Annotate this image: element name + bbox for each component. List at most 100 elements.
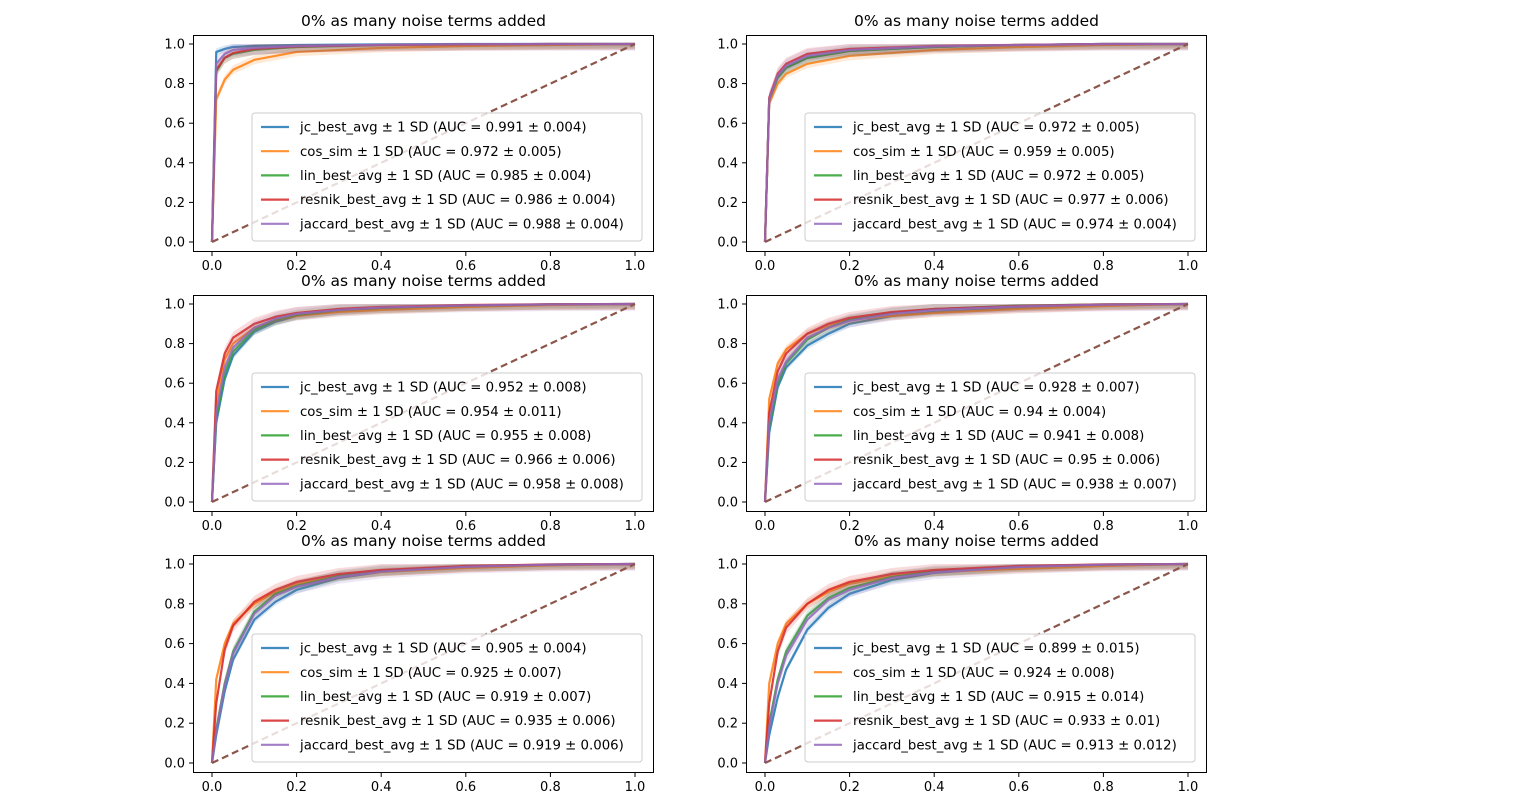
legend-label-jc_best_avg: jc_best_avg ± 1 SD (AUC = 0.899 ± 0.015) (852, 642, 1140, 657)
x-tick-label: 0.6 (455, 259, 476, 274)
y-tick-label: 0.4 (164, 156, 185, 171)
legend-box (804, 112, 1196, 242)
roc-line-cos_sim (763, 562, 1189, 764)
legend-label-jaccard_best_avg: jaccard_best_avg ± 1 SD (AUC = 0.974 ± 0… (852, 217, 1177, 232)
x-tick-label: 1.0 (625, 519, 646, 534)
legend-label-jaccard_best_avg: jaccard_best_avg ± 1 SD (AUC = 0.938 ± 0… (852, 477, 1177, 492)
legend: jc_best_avg ± 1 SD (AUC = 0.972 ± 0.005)… (804, 112, 1196, 242)
legend-label-lin_best_avg: lin_best_avg ± 1 SD (AUC = 0.955 ± 0.008… (300, 429, 591, 444)
legend: jc_best_avg ± 1 SD (AUC = 0.928 ± 0.007)… (804, 372, 1196, 502)
x-tick-label: 0.4 (371, 519, 392, 534)
y-tick-label: 0.0 (717, 496, 738, 511)
y-tick-label: 1.0 (164, 558, 185, 573)
legend-label-resnik_best_avg: resnik_best_avg ± 1 SD (AUC = 0.95 ± 0.0… (853, 453, 1160, 468)
legend: jc_best_avg ± 1 SD (AUC = 0.952 ± 0.008)… (251, 372, 643, 502)
x-tick-label: 0.2 (839, 519, 860, 534)
y-tick-label: 1.0 (164, 298, 185, 313)
legend-label-lin_best_avg: lin_best_avg ± 1 SD (AUC = 0.972 ± 0.005… (853, 169, 1144, 184)
legend-label-lin_best_avg: lin_best_avg ± 1 SD (AUC = 0.985 ± 0.004… (300, 169, 591, 184)
y-tick-label: 1.0 (717, 298, 738, 313)
roc-subplot-2: 0% as many noise terms added 0.0 0.2 0.4 0.6… (717, 12, 1207, 274)
x-tick-label: 0.8 (540, 259, 561, 274)
y-tick-label: 0.4 (717, 416, 738, 431)
y-tick-label: 0.6 (717, 377, 738, 392)
legend-label-cos_sim: cos_sim ± 1 SD (AUC = 0.924 ± 0.008) (853, 666, 1115, 681)
roc-subplot-4: 0% as many noise terms added 0.0 0.2 0.4 0.6… (717, 272, 1207, 534)
legend-label-lin_best_avg: lin_best_avg ± 1 SD (AUC = 0.915 ± 0.014… (853, 690, 1144, 705)
x-tick-label: 0.2 (286, 259, 307, 274)
legend-box (251, 372, 643, 502)
x-tick-label: 0.0 (755, 519, 776, 534)
y-tick-label: 0.8 (717, 597, 738, 612)
x-tick-label: 1.0 (1178, 519, 1199, 534)
subplot-title: 0% as many noise terms added (301, 12, 546, 30)
x-tick-label: 1.0 (1178, 780, 1199, 795)
legend-label-cos_sim: cos_sim ± 1 SD (AUC = 0.959 ± 0.005) (853, 145, 1115, 160)
legend-box (251, 633, 643, 763)
x-tick-label: 1.0 (625, 780, 646, 795)
y-tick-label: 0.0 (717, 236, 738, 251)
axes-frame (746, 555, 1207, 773)
y-tick-label: 0.0 (164, 236, 185, 251)
y-tick-label: 0.0 (164, 496, 185, 511)
legend-label-jc_best_avg: jc_best_avg ± 1 SD (AUC = 0.928 ± 0.007) (852, 381, 1140, 396)
x-tick-label: 0.8 (1093, 780, 1114, 795)
y-tick-label: 0.2 (164, 196, 185, 211)
legend-label-jc_best_avg: jc_best_avg ± 1 SD (AUC = 0.991 ± 0.004) (299, 121, 587, 136)
x-tick-label: 0.4 (924, 780, 945, 795)
legend-label-cos_sim: cos_sim ± 1 SD (AUC = 0.954 ± 0.011) (300, 405, 562, 420)
legend-label-resnik_best_avg: resnik_best_avg ± 1 SD (AUC = 0.933 ± 0.… (853, 714, 1160, 729)
y-tick-label: 0.8 (717, 77, 738, 92)
subplot-title: 0% as many noise terms added (854, 532, 1099, 550)
y-tick-label: 1.0 (717, 558, 738, 573)
axes-frame (193, 295, 654, 512)
axes-frame (746, 35, 1207, 252)
subplot-title: 0% as many noise terms added (301, 272, 546, 290)
legend-label-resnik_best_avg: resnik_best_avg ± 1 SD (AUC = 0.977 ± 0.… (853, 193, 1169, 208)
subplot-title: 0% as many noise terms added (301, 532, 546, 550)
y-tick-label: 0.4 (717, 156, 738, 171)
y-tick-label: 0.2 (164, 456, 185, 471)
legend-label-resnik_best_avg: resnik_best_avg ± 1 SD (AUC = 0.986 ± 0.… (300, 193, 616, 208)
x-tick-label: 0.0 (755, 259, 776, 274)
legend-label-jaccard_best_avg: jaccard_best_avg ± 1 SD (AUC = 0.958 ± 0… (299, 477, 624, 492)
x-tick-label: 0.4 (924, 519, 945, 534)
y-tick-label: 0.2 (164, 717, 185, 732)
legend-label-jc_best_avg: jc_best_avg ± 1 SD (AUC = 0.905 ± 0.004) (299, 642, 587, 657)
roc-line-jaccard_best_avg (763, 42, 1188, 243)
roc-line-jaccard_best_avg (763, 302, 1189, 503)
y-tick-label: 0.8 (717, 337, 738, 352)
y-tick-label: 0.6 (717, 637, 738, 652)
roc-line-cos_sim (210, 42, 636, 243)
roc-subplot-3: 0% as many noise terms added 0.0 0.2 0.4 0.6… (164, 272, 654, 534)
axes-frame (746, 295, 1207, 512)
y-tick-label: 0.2 (717, 456, 738, 471)
y-tick-label: 0.6 (164, 117, 185, 132)
axes-frame (193, 35, 654, 252)
x-tick-label: 0.0 (202, 259, 223, 274)
legend-box (804, 372, 1196, 502)
x-tick-label: 0.0 (202, 780, 223, 795)
y-tick-label: 0.8 (164, 597, 185, 612)
x-tick-label: 0.6 (1008, 519, 1029, 534)
x-tick-label: 0.8 (1093, 259, 1114, 274)
roc-line-jaccard_best_avg (210, 302, 636, 503)
roc-line-jaccard_best_avg (763, 562, 1189, 764)
legend: jc_best_avg ± 1 SD (AUC = 0.899 ± 0.015)… (804, 633, 1196, 763)
roc-line-jaccard_best_avg (210, 42, 635, 243)
roc-line-cos_sim (763, 42, 1189, 243)
y-tick-label: 0.8 (164, 337, 185, 352)
x-tick-label: 0.6 (1008, 259, 1029, 274)
legend-label-lin_best_avg: lin_best_avg ± 1 SD (AUC = 0.941 ± 0.008… (853, 429, 1144, 444)
roc-subplot-5: 0% as many noise terms added 0.0 0.2 0.4 0.6… (164, 532, 654, 795)
x-tick-label: 0.6 (455, 780, 476, 795)
legend-label-jc_best_avg: jc_best_avg ± 1 SD (AUC = 0.952 ± 0.008) (299, 381, 587, 396)
x-tick-label: 0.6 (1008, 780, 1029, 795)
x-tick-label: 0.6 (455, 519, 476, 534)
y-tick-label: 0.6 (164, 637, 185, 652)
x-tick-label: 0.4 (371, 259, 392, 274)
legend-label-cos_sim: cos_sim ± 1 SD (AUC = 0.972 ± 0.005) (300, 145, 562, 160)
roc-subplot-1: 0% as many noise terms added 0.0 0.2 0.4 0.6… (164, 12, 654, 274)
legend-label-lin_best_avg: lin_best_avg ± 1 SD (AUC = 0.919 ± 0.007… (300, 690, 591, 705)
